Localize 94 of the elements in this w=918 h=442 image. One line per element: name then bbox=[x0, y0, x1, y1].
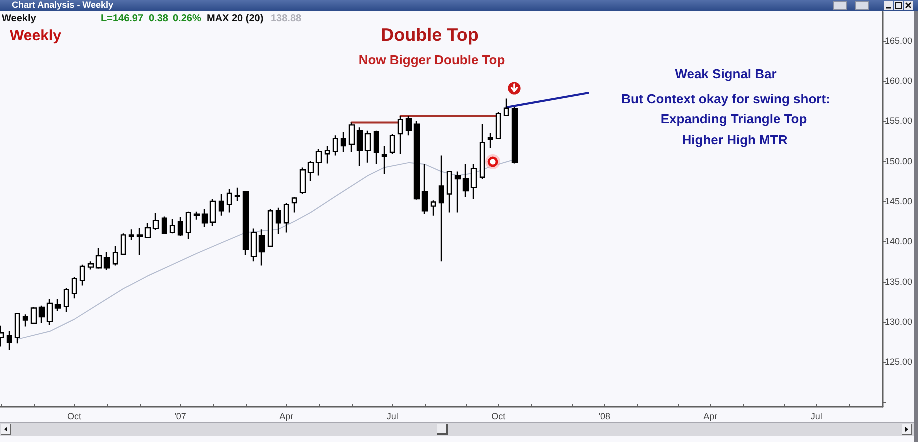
y-tick-label: 160.00 bbox=[885, 76, 913, 86]
candlestick bbox=[332, 135, 338, 156]
x-tick-label: Oct bbox=[492, 412, 506, 422]
candlestick bbox=[374, 130, 380, 166]
x-tick-label: '07 bbox=[174, 412, 186, 422]
annotation: Weak Signal Bar bbox=[675, 66, 777, 82]
candlestick bbox=[308, 160, 314, 182]
candlestick bbox=[480, 124, 486, 180]
candlestick bbox=[258, 228, 266, 266]
candlestick bbox=[96, 247, 102, 270]
candlestick bbox=[446, 170, 452, 214]
candlestick bbox=[234, 187, 240, 202]
x-tick-label: Jul bbox=[386, 412, 398, 422]
candlestick bbox=[14, 312, 20, 344]
candlestick bbox=[496, 112, 502, 140]
title-bar: Chart Analysis - Weekly bbox=[0, 0, 918, 11]
candlestick bbox=[276, 207, 282, 235]
candlestick bbox=[488, 132, 494, 150]
candlestick bbox=[250, 228, 258, 262]
candlestick bbox=[438, 155, 444, 262]
candlestick bbox=[454, 171, 462, 214]
candlestick bbox=[128, 228, 134, 241]
candlestick bbox=[218, 194, 224, 217]
annotation: Weekly bbox=[2, 14, 37, 24]
candlestick bbox=[136, 227, 144, 256]
x-tick-label: Jul bbox=[810, 412, 822, 422]
candlestick bbox=[104, 251, 110, 272]
annotation: 0.38 bbox=[149, 14, 169, 24]
x-tick-label: Oct bbox=[68, 412, 82, 422]
annotation: Weekly bbox=[10, 28, 62, 44]
candlestick bbox=[38, 305, 46, 324]
candlestick bbox=[202, 208, 208, 228]
y-tick-label: 155.00 bbox=[885, 116, 913, 126]
annotation: Expanding Triangle Top bbox=[660, 112, 808, 126]
candlestick bbox=[72, 276, 78, 300]
candlestick bbox=[64, 288, 70, 313]
candlestick bbox=[152, 212, 160, 231]
candlestick bbox=[316, 148, 322, 176]
candlestick bbox=[364, 130, 372, 164]
candlestick bbox=[470, 164, 478, 200]
candlestick bbox=[46, 298, 54, 326]
candlestick bbox=[170, 218, 176, 234]
candlestick bbox=[210, 198, 216, 227]
text: Now Bigger Double Top bbox=[358, 52, 506, 68]
text: Double Top bbox=[381, 25, 479, 45]
candlestick bbox=[462, 164, 470, 198]
candlestick bbox=[414, 120, 420, 200]
candlestick bbox=[340, 132, 346, 154]
x-tick-label: Apr bbox=[704, 412, 718, 422]
candlestick bbox=[430, 200, 436, 217]
candlestick bbox=[398, 116, 404, 155]
x-tick-label: '08 bbox=[598, 412, 610, 422]
y-tick-label: 150.00 bbox=[885, 156, 913, 166]
candlestick bbox=[324, 145, 330, 164]
candlestick bbox=[30, 306, 38, 324]
candlestick bbox=[348, 122, 356, 154]
y-tick-label: 125.00 bbox=[885, 357, 913, 368]
candlestick bbox=[292, 196, 298, 214]
candlestick bbox=[186, 211, 192, 240]
candlestick bbox=[300, 167, 306, 195]
annotation: MAX 20 (20) bbox=[207, 14, 264, 24]
candlestick bbox=[390, 133, 396, 155]
candlestick bbox=[422, 164, 428, 215]
annotation: L=146.97 bbox=[101, 14, 144, 24]
candlestick bbox=[22, 314, 28, 328]
candlestick bbox=[120, 232, 126, 256]
candlestick bbox=[512, 106, 518, 164]
candlestick bbox=[268, 208, 274, 248]
candlestick bbox=[54, 298, 62, 312]
candlestick bbox=[162, 216, 168, 235]
annotation: Higher High MTR bbox=[682, 132, 788, 148]
y-tick-label: 130.00 bbox=[885, 316, 913, 327]
candlestick bbox=[242, 190, 250, 256]
annotation: 138.88 bbox=[271, 14, 302, 24]
candlestick bbox=[194, 211, 200, 221]
candlestick bbox=[356, 127, 364, 167]
y-tick-label: 165.00 bbox=[885, 36, 913, 46]
candlestick bbox=[112, 246, 118, 266]
y-tick-label: 135.00 bbox=[885, 276, 913, 287]
candlestick bbox=[80, 264, 86, 286]
y-tick-label: 145.00 bbox=[885, 196, 913, 206]
candlestick bbox=[6, 330, 12, 351]
x-tick-label: Apr bbox=[280, 412, 294, 422]
candlestick bbox=[226, 188, 232, 214]
candlestick bbox=[88, 261, 94, 270]
candlestick bbox=[382, 145, 388, 175]
candlestick bbox=[406, 116, 412, 136]
annotation: 0.26% bbox=[173, 14, 202, 24]
y-tick-label: 140.00 bbox=[885, 236, 913, 247]
candlestick bbox=[284, 202, 290, 234]
annotation: But Context okay for swing short: bbox=[622, 92, 830, 106]
candlestick bbox=[144, 222, 152, 239]
candlestick bbox=[504, 98, 510, 117]
candlestick bbox=[178, 216, 184, 237]
